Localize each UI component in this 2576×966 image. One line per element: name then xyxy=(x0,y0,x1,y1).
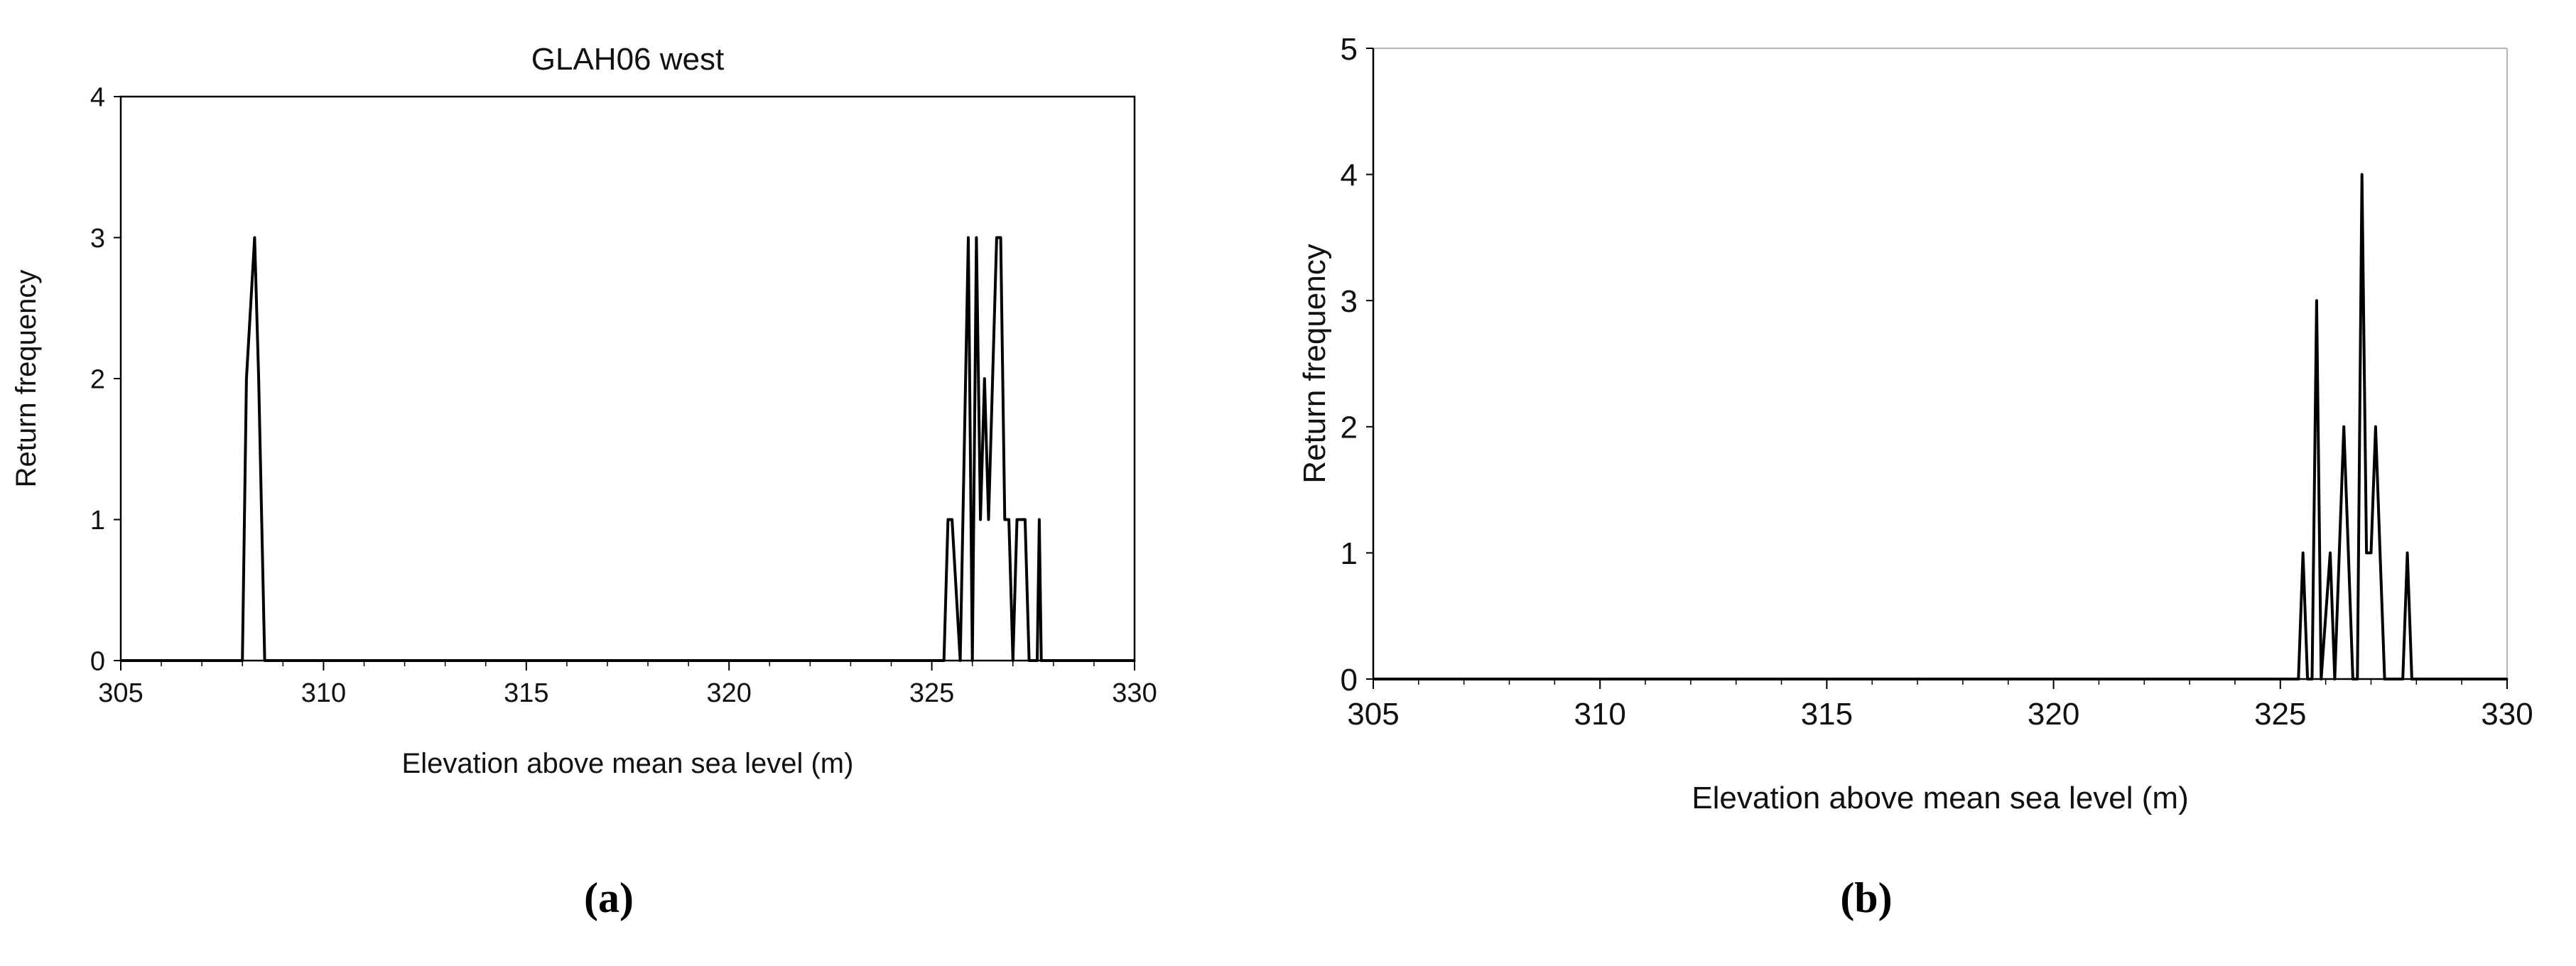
chart-b-data-point xyxy=(2352,678,2354,680)
chart-b-series-line xyxy=(1373,173,2507,680)
chart-b-data-point xyxy=(2342,425,2345,428)
chart-a-data-point xyxy=(1003,519,1006,521)
chart-b-data-point xyxy=(2302,551,2305,554)
chart-a-data-point xyxy=(1038,519,1041,521)
chart-b-x-tick-label: 320 xyxy=(2028,697,2079,732)
chart-a-series-line xyxy=(121,236,1135,662)
chart-a-data-point xyxy=(951,519,953,521)
chart-a-x-tick-label: 320 xyxy=(706,678,751,708)
chart-b-data-point xyxy=(2297,678,2300,680)
chart-a-data-point xyxy=(119,659,122,662)
chart-a-y-axis-title: Return frequency xyxy=(11,270,42,488)
chart-a-x-tick-label: 310 xyxy=(301,678,346,708)
chart-a-plot-frame xyxy=(119,95,1136,662)
chart-b-y-tick-label: 1 xyxy=(1341,536,1358,571)
chart-a-data-point xyxy=(245,377,248,380)
chart-b-y-tick-label: 4 xyxy=(1341,158,1358,192)
chart-b-y-tick-label: 0 xyxy=(1341,663,1358,698)
chart-b-data-point xyxy=(2306,678,2309,680)
chart-b-data-point xyxy=(2401,678,2404,680)
chart-b-data-point xyxy=(1372,678,1375,680)
chart-a-data-point xyxy=(1024,519,1027,521)
chart-a-data-point xyxy=(1015,519,1018,521)
chart-b-data-point xyxy=(2365,551,2368,554)
chart-a-title: GLAH06 west xyxy=(531,42,724,77)
chart-b-data-point xyxy=(2320,678,2322,680)
caption-b: (b) xyxy=(1840,874,1893,921)
chart-a-y-tick-label: 0 xyxy=(90,647,105,677)
chart-a-data-point xyxy=(253,237,256,239)
chart-b-data-point xyxy=(2383,678,2386,680)
chart-b-data-point xyxy=(2406,551,2409,554)
caption-a: (a) xyxy=(584,874,634,921)
chart-a-data-point xyxy=(257,377,260,380)
chart-b-data-point xyxy=(2361,173,2364,176)
chart-a-y-tick-label: 2 xyxy=(90,365,105,395)
chart-b-x-tick-label: 330 xyxy=(2481,697,2533,732)
chart-b-x-tick-label: 310 xyxy=(1574,697,1625,732)
chart-a-data-point xyxy=(1019,519,1022,521)
chart-a-y-tick-label: 3 xyxy=(90,224,105,254)
chart-a-x-tick-label: 315 xyxy=(504,678,548,708)
chart-a-data-point xyxy=(241,659,244,662)
chart-b-data-point xyxy=(2369,551,2372,554)
chart-a-data-point xyxy=(995,237,998,239)
chart-a-data-point xyxy=(1040,659,1043,662)
chart-b-y-tick-label: 5 xyxy=(1341,32,1358,67)
chart-b-y-axis-title: Return frequency xyxy=(1297,244,1332,484)
chart-a-y-tick-label: 1 xyxy=(90,506,105,536)
chart-b-data-point xyxy=(2506,678,2509,680)
chart-b-data-point xyxy=(2333,678,2336,680)
chart-b-data-point xyxy=(2347,551,2350,554)
chart-a-data-point xyxy=(946,519,949,521)
chart-b-x-axis-title: Elevation above mean sea level (m) xyxy=(1692,781,2188,815)
chart-a-data-point xyxy=(1000,237,1002,239)
chart-b-x-tick-label: 305 xyxy=(1347,697,1399,732)
chart-a-data-point xyxy=(1007,519,1010,521)
chart-b-data-point xyxy=(2338,551,2341,554)
chart-b-data-point xyxy=(2379,551,2381,554)
chart-b-data-point xyxy=(2356,678,2359,680)
chart-a-x-tick-label: 325 xyxy=(909,678,954,708)
chart-b-data-point xyxy=(2410,678,2413,680)
chart-a-data-point xyxy=(1028,659,1031,662)
chart-b-x-tick-label: 325 xyxy=(2254,697,2306,732)
chart-a-data-point xyxy=(991,377,994,380)
chart-a-data-point xyxy=(264,659,266,662)
chart-b: 305 310 315 320 325 330 0 1 2 3 4 5 Elevation above … xyxy=(1297,32,2533,815)
chart-a-data-point xyxy=(959,659,962,662)
chart-a: 305 310 315 320 325 330 0 1 2 3 4 GLAH06 west Elevat… xyxy=(11,42,1157,779)
chart-a-data-point xyxy=(975,237,978,239)
chart-b-y-tick-label: 3 xyxy=(1341,284,1358,319)
chart-b-y-tick-label: 2 xyxy=(1341,411,1358,445)
chart-a-x-axis-title: Elevation above mean sea level (m) xyxy=(402,748,854,779)
chart-b-data-point xyxy=(2374,425,2377,428)
chart-b-data-point xyxy=(2315,299,2318,302)
chart-a-data-point xyxy=(1036,659,1039,662)
chart-a-data-point xyxy=(979,519,982,521)
chart-a-data-point xyxy=(1044,659,1046,662)
chart-b-x-tick-label: 315 xyxy=(1801,697,1853,732)
chart-a-x-tick-label: 305 xyxy=(98,678,143,708)
chart-a-data-point xyxy=(971,659,974,662)
chart-a-data-point xyxy=(943,659,946,662)
chart-a-data-point xyxy=(967,237,970,239)
chart-a-data-point xyxy=(983,377,986,380)
chart-a-data-point xyxy=(987,519,990,521)
chart-a-data-point xyxy=(1012,659,1014,662)
chart-b-data-point xyxy=(2310,678,2313,680)
chart-a-y-tick-label: 4 xyxy=(90,83,105,113)
chart-a-data-point xyxy=(1133,659,1136,662)
chart-a-x-tick-label: 330 xyxy=(1112,678,1157,708)
chart-b-data-point xyxy=(2329,551,2332,554)
